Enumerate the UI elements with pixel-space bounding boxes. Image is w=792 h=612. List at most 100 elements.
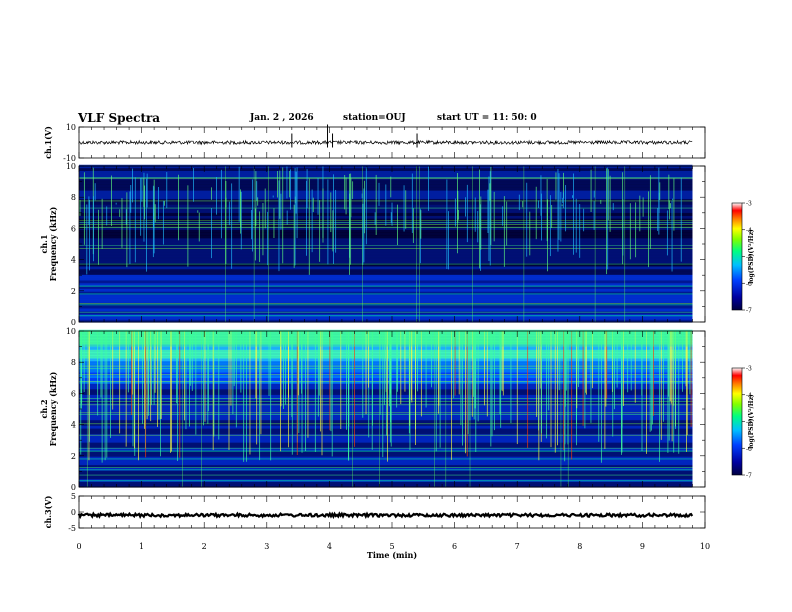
colorbar-tick-label: -7	[746, 308, 752, 315]
spectral-band	[79, 338, 693, 342]
spectral-band	[79, 234, 693, 239]
spectral-band	[79, 453, 693, 457]
y-axis-label: ch.1(V)	[43, 126, 53, 159]
spectral-band	[79, 366, 693, 370]
colorbar-tick-label: -7	[746, 473, 752, 480]
spectral-band	[79, 355, 693, 359]
spectral-band	[79, 268, 693, 273]
ch3-waveform-panel: 5 0 -5 ch.3(V)	[43, 492, 706, 533]
spectral-band	[79, 265, 693, 270]
spectral-band	[79, 232, 693, 236]
hf-band	[79, 331, 693, 347]
y-tick-label: -10	[63, 154, 76, 163]
colorbar-tick-label: -4	[746, 392, 752, 399]
spectral-band	[79, 371, 693, 376]
spectral-band	[79, 352, 693, 356]
y-tick-label: 10	[66, 327, 76, 336]
colorbar-scale	[731, 202, 743, 311]
spectral-band	[79, 260, 693, 264]
colorbar-label-group: log(PSD)(V²/Hz)	[748, 394, 755, 449]
spectral-band	[79, 257, 693, 261]
spectral-band	[79, 302, 693, 306]
ch1-waveform-trace	[78, 139, 693, 146]
spectral-band	[79, 240, 693, 244]
spectral-band	[79, 170, 693, 174]
y-axis-label: ch.3(V)	[43, 495, 53, 528]
spectral-band	[79, 335, 693, 339]
spectral-band	[79, 436, 693, 440]
x-tick-label: 1	[139, 542, 144, 551]
y-tick-label: 0	[71, 508, 76, 517]
colorbar-tick-label: -3	[746, 201, 752, 208]
x-tick-label: 10	[700, 542, 710, 551]
colorbar-tick-label: -5	[746, 254, 752, 261]
spectral-band	[79, 472, 693, 477]
spectral-band	[79, 305, 693, 309]
colorbar-label: log(PSD)(V²/Hz)	[748, 394, 755, 449]
spectral-band	[79, 293, 693, 298]
colorbar-tick-label: -3	[746, 366, 752, 373]
spectral-band	[79, 416, 693, 421]
spectral-band	[79, 360, 693, 365]
spectral-band	[79, 428, 693, 432]
spectral-band	[79, 383, 693, 387]
y-tick-label: 10	[66, 123, 76, 132]
spectral-band	[79, 458, 693, 463]
spectral-band	[79, 394, 693, 398]
spectral-band	[79, 475, 693, 480]
spectral-band	[79, 478, 693, 482]
y-tick-label: 6	[71, 224, 76, 233]
spectral-band	[79, 422, 693, 426]
spectral-band	[79, 363, 693, 367]
colorbar-tick-label: -5	[746, 419, 752, 426]
spectral-band	[79, 464, 693, 468]
spectral-band	[79, 456, 693, 460]
x-tick-label: 7	[515, 542, 520, 551]
spectral-band	[79, 246, 693, 250]
spectral-band	[79, 254, 693, 259]
ch2-spectrogram-image	[79, 329, 693, 488]
y-axis-label: Frequency (kHz)	[48, 371, 58, 446]
ch3-waveform-ylabel: ch.3(V)	[43, 495, 53, 528]
spectral-band	[79, 313, 693, 317]
spectral-band	[79, 307, 693, 312]
spectral-band	[79, 349, 693, 353]
spectral-band	[79, 178, 693, 183]
station-label: station=OUJ	[343, 113, 406, 123]
colorbar-tick-label: -6	[746, 281, 752, 288]
date-label: Jan. 2 , 2026	[250, 113, 314, 123]
y-tick-label: 4	[71, 421, 76, 430]
spectral-band	[79, 181, 693, 186]
y-tick-label: 0	[71, 483, 76, 492]
y-tick-label: 0	[71, 318, 76, 327]
y-tick-label: 4	[71, 256, 76, 265]
spectral-band	[79, 408, 693, 412]
spectral-band	[79, 263, 693, 267]
spectral-band	[79, 425, 693, 429]
spectral-band	[79, 484, 693, 488]
y-tick-label: 6	[71, 389, 76, 398]
spectral-band	[79, 291, 693, 295]
spectral-band	[79, 316, 693, 320]
figure-title: VLF Spectra	[78, 111, 161, 125]
ch3-waveform-trace	[77, 511, 694, 520]
spectral-band	[79, 461, 693, 466]
x-tick-label: 2	[202, 542, 207, 551]
x-tick-label: 4	[327, 542, 332, 551]
y-tick-label: -5	[68, 524, 76, 533]
spectral-band	[79, 299, 693, 303]
colorbar-tick-label: -4	[746, 227, 752, 234]
ch1-waveform-ylabel: ch.1(V)	[43, 126, 53, 159]
x-axis: 0 1 2 3 4 5 6 7 8 9 10 Time (min)	[76, 542, 710, 560]
spectral-band	[79, 282, 693, 287]
ch1-spectrogram-image	[79, 164, 693, 323]
spectral-band	[79, 271, 693, 275]
spectral-band	[79, 388, 693, 393]
spectral-band	[79, 329, 693, 334]
spectral-band	[79, 397, 693, 401]
spectral-band	[79, 444, 693, 449]
y-axis-label: ch.1	[39, 234, 49, 253]
spectral-band	[79, 167, 693, 171]
x-tick-label: 8	[577, 542, 582, 551]
